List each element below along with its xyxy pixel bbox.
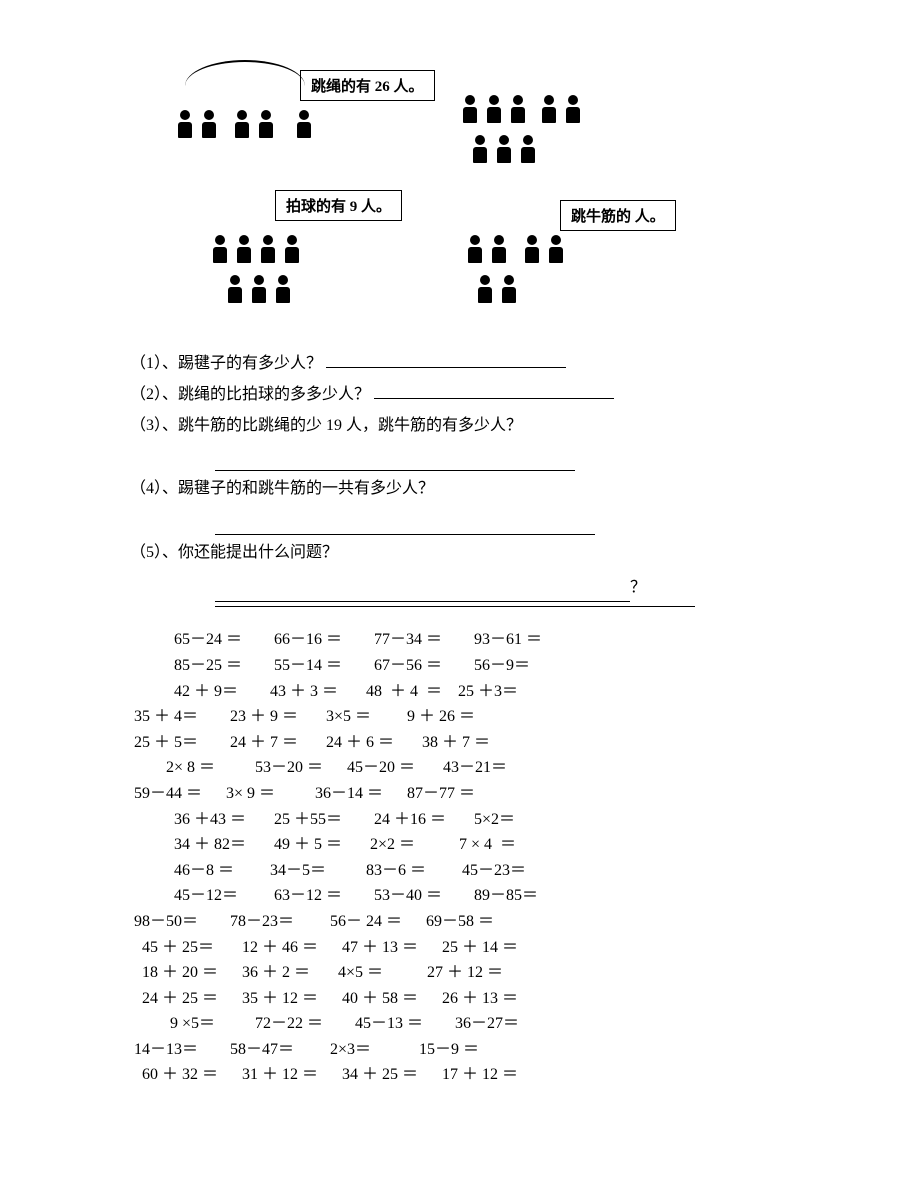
arith-row: 35 ＋ 4＝ 23 ＋ 9 ＝ 3×5 ＝ 9 ＋ 26 ＝	[134, 704, 820, 730]
arithmetic-block: 65－24 ＝ 66－16 ＝ 77－34 ＝ 93－61 ＝ 85－25 ＝ …	[130, 627, 820, 1088]
figure-icon	[200, 110, 218, 140]
figure-icon	[500, 275, 518, 305]
question-1: （1）、踢毽子的有多少人？	[130, 350, 820, 379]
label-jump-rope: 跳绳的有 26 人。	[300, 70, 435, 101]
arith-row: 34 ＋ 82＝ 49 ＋ 5 ＝ 2×2 ＝ 7 × 4 ＝	[134, 832, 820, 858]
figure-icon	[485, 95, 503, 125]
arith-row: 65－24 ＝ 66－16 ＝ 77－34 ＝ 93－61 ＝	[134, 627, 820, 653]
group-rubber-band-2	[475, 275, 519, 305]
q3-blank	[215, 454, 575, 471]
rope-arc	[185, 60, 305, 112]
q4-blank	[215, 518, 595, 535]
figure-icon	[259, 235, 277, 265]
group-jump-rope	[175, 110, 314, 140]
questions-block: （1）、踢毽子的有多少人？ （2）、跳绳的比拍球的多多少人？ （3）、跳牛筋的比…	[130, 350, 820, 607]
q1-text: （1）、踢毽子的有多少人？	[130, 355, 322, 372]
figure-icon	[283, 235, 301, 265]
divider-line	[215, 606, 695, 607]
arith-row: 36 ＋43 ＝ 25 ＋55＝ 24 ＋16 ＝ 5×2＝	[134, 807, 820, 833]
figure-icon	[257, 110, 275, 140]
worksheet-page: 跳绳的有 26 人。 拍球的有 9 人。 跳牛筋的 人。	[0, 0, 920, 1148]
figure-icon	[250, 275, 268, 305]
figure-icon	[519, 135, 537, 165]
question-5: （5）、你还能提出什么问题？	[130, 539, 820, 568]
figure-icon	[466, 235, 484, 265]
question-5-blank: ？	[215, 574, 820, 603]
figure-icon	[233, 110, 251, 140]
arith-row: 60 ＋ 32 ＝ 31 ＋ 12 ＝ 34 ＋ 25 ＝ 17 ＋ 12 ＝	[134, 1062, 820, 1088]
arith-row: 14－13＝ 58－47＝ 2×3＝ 15－9 ＝	[134, 1037, 820, 1063]
illustration-area: 跳绳的有 26 人。 拍球的有 9 人。 跳牛筋的 人。	[130, 60, 820, 340]
arith-row: 18 ＋ 20 ＝ 36 ＋ 2 ＝ 4×5 ＝ 27 ＋ 12 ＝	[134, 960, 820, 986]
figure-icon	[461, 95, 479, 125]
arith-row: 98－50＝ 78－23＝ 56－ 24 ＝ 69－58 ＝	[134, 909, 820, 935]
group-pat-ball-2	[225, 275, 293, 305]
figure-icon	[547, 235, 565, 265]
q2-blank	[374, 382, 614, 399]
question-2: （2）、跳绳的比拍球的多多少人？	[130, 381, 820, 410]
arith-row: 45－12＝ 63－12 ＝ 53－40 ＝ 89－85＝	[134, 883, 820, 909]
question-3: （3）、跳牛筋的比跳绳的少 19 人，跳牛筋的有多少人？	[130, 412, 820, 441]
figure-icon	[176, 110, 194, 140]
group-shuttlecock-2	[470, 135, 538, 165]
figure-icon	[211, 235, 229, 265]
figure-icon	[471, 135, 489, 165]
label-pat-ball: 拍球的有 9 人。	[275, 190, 402, 221]
q1-blank	[326, 351, 566, 368]
arith-row: 85－25 ＝ 55－14 ＝ 67－56 ＝ 56－9＝	[134, 653, 820, 679]
figure-icon	[495, 135, 513, 165]
group-pat-ball	[210, 235, 302, 265]
figure-icon	[226, 275, 244, 305]
question-4: （4）、踢毽子的和跳牛筋的一共有多少人？	[130, 475, 820, 504]
q5-blank	[215, 585, 630, 602]
arith-row: 25 ＋ 5＝ 24 ＋ 7 ＝ 24 ＋ 6 ＝ 38 ＋ 7 ＝	[134, 730, 820, 756]
figure-icon	[523, 235, 541, 265]
figure-icon	[540, 95, 558, 125]
figure-icon	[564, 95, 582, 125]
q5-text: （5）、你还能提出什么问题？	[130, 544, 338, 561]
group-shuttlecock	[460, 95, 583, 125]
q3-text: （3）、跳牛筋的比跳绳的少 19 人，跳牛筋的有多少人？	[130, 417, 522, 434]
label-rubber-band: 跳牛筋的 人。	[560, 200, 676, 231]
figure-icon	[490, 235, 508, 265]
arith-row: 45 ＋ 25＝ 12 ＋ 46 ＝ 47 ＋ 13 ＝ 25 ＋ 14 ＝	[134, 935, 820, 961]
figure-icon	[274, 275, 292, 305]
arith-row: 24 ＋ 25 ＝ 35 ＋ 12 ＝ 40 ＋ 58 ＝ 26 ＋ 13 ＝	[134, 986, 820, 1012]
question-4-blank	[215, 506, 820, 535]
figure-icon	[295, 110, 313, 140]
arith-row: 59－44 ＝ 3× 9 ＝ 36－14 ＝ 87－77 ＝	[134, 781, 820, 807]
question-3-blank	[215, 442, 820, 471]
q5-qmark: ？	[630, 579, 646, 596]
arith-row: 2× 8 ＝ 53－20 ＝ 45－20 ＝ 43－21＝	[134, 755, 820, 781]
figure-icon	[509, 95, 527, 125]
group-rubber-band	[465, 235, 566, 265]
q2-text: （2）、跳绳的比拍球的多多少人？	[130, 386, 370, 403]
figure-icon	[235, 235, 253, 265]
arith-row: 42 ＋ 9＝ 43 ＋ 3 ＝ 48 ＋ 4 ＝ 25 ＋3＝	[134, 679, 820, 705]
figure-icon	[476, 275, 494, 305]
q4-text: （4）、踢毽子的和跳牛筋的一共有多少人？	[130, 480, 434, 497]
arith-row: 9 ×5＝ 72－22 ＝ 45－13 ＝ 36－27＝	[134, 1011, 820, 1037]
arith-row: 46－8 ＝ 34－5＝ 83－6 ＝ 45－23＝	[134, 858, 820, 884]
